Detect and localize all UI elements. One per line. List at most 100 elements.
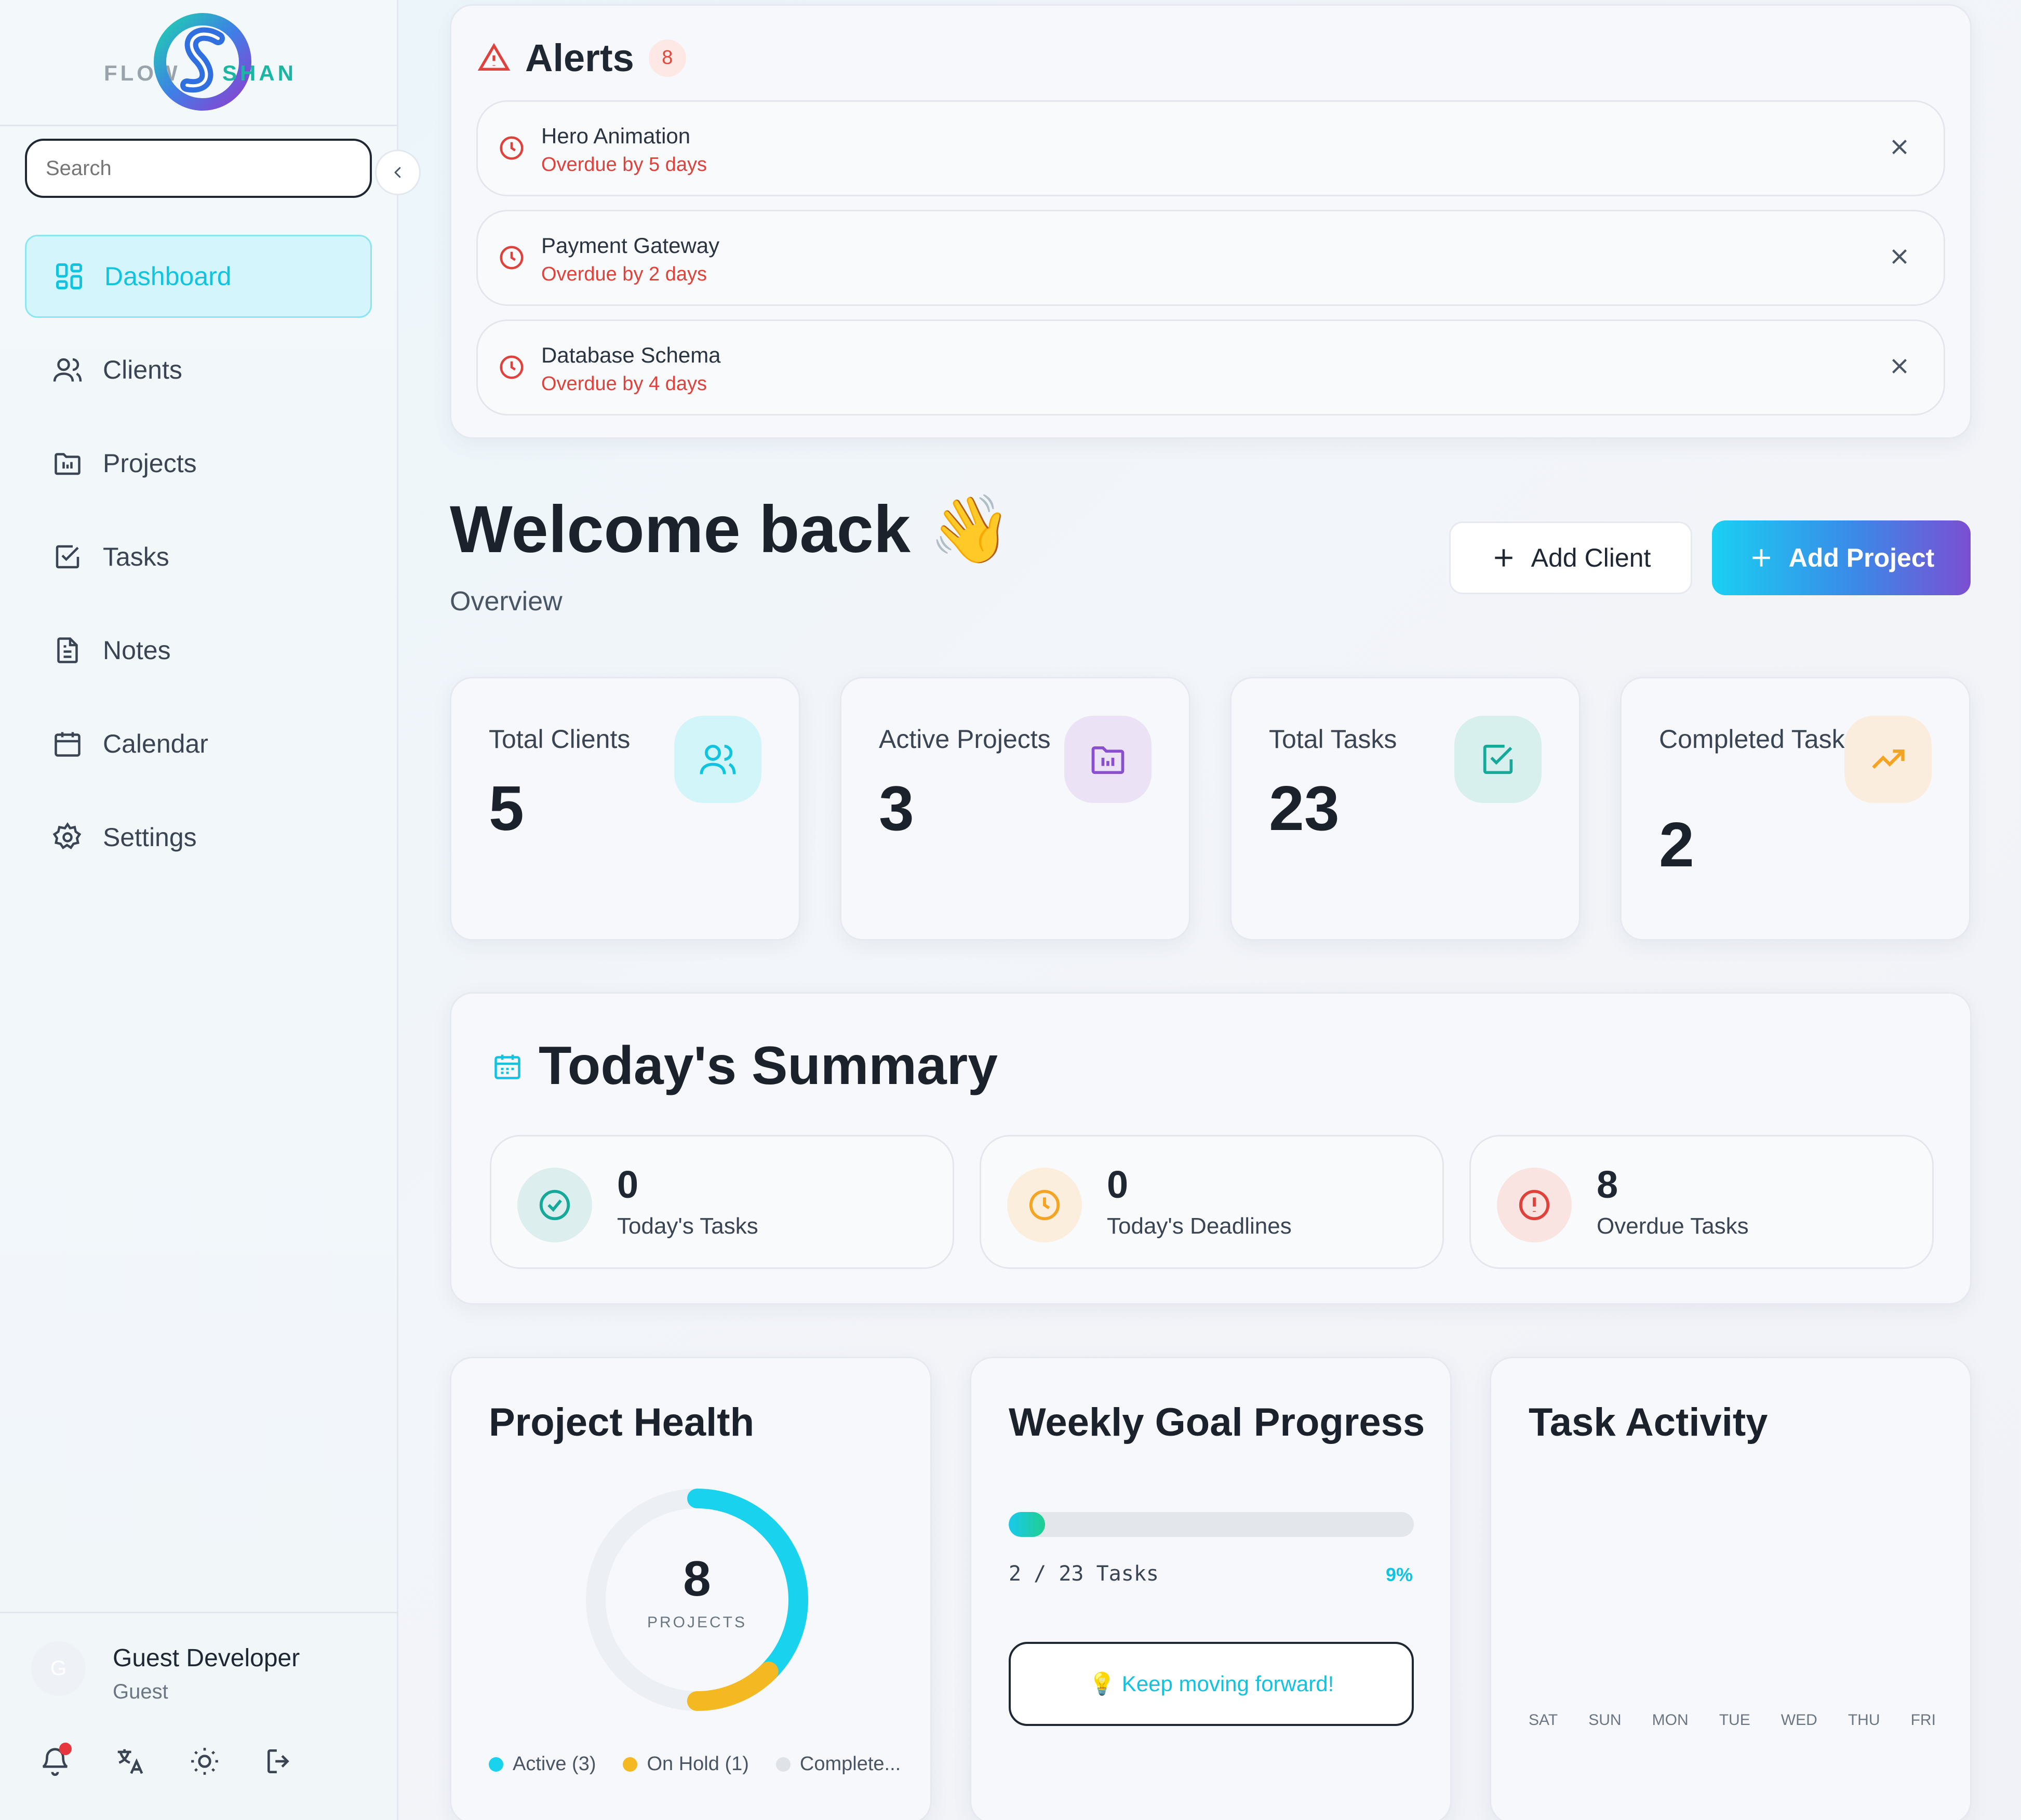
summary-todays-deadlines[interactable]: 0 Today's Deadlines xyxy=(980,1135,1444,1269)
add-project-button[interactable]: Add Project xyxy=(1712,520,1971,595)
legend-item-active: Active (3) xyxy=(489,1753,596,1775)
stat-icon-badge xyxy=(674,716,761,803)
summary-icon-badge xyxy=(1007,1168,1082,1242)
sidebar-item-settings[interactable]: Settings xyxy=(25,796,372,879)
sidebar-item-tasks[interactable]: Tasks xyxy=(25,515,372,598)
progress-text: 2 / 23 Tasks xyxy=(1009,1562,1159,1586)
sun-icon xyxy=(191,1748,218,1775)
user-role: Guest xyxy=(113,1680,168,1703)
add-client-label: Add Client xyxy=(1531,543,1651,572)
close-icon[interactable] xyxy=(1886,244,1912,270)
sidebar-item-calendar[interactable]: Calendar xyxy=(25,702,372,785)
clock-icon xyxy=(1029,1189,1060,1221)
sidebar-item-clients[interactable]: Clients xyxy=(25,328,372,411)
clock-icon xyxy=(500,136,524,160)
day-label: FRI xyxy=(1910,1711,1936,1729)
close-icon[interactable] xyxy=(1886,134,1912,160)
folder-icon xyxy=(55,453,81,475)
project-health-title: Project Health xyxy=(489,1400,755,1444)
summary-value: 8 xyxy=(1597,1163,1618,1206)
gear-icon xyxy=(52,822,82,850)
alert-item[interactable]: Hero Animation Overdue by 5 days xyxy=(476,100,1945,196)
day-label: SUN xyxy=(1588,1711,1622,1729)
theme-toggle-button[interactable] xyxy=(186,1743,223,1780)
search-input[interactable] xyxy=(25,139,372,198)
users-icon xyxy=(53,358,82,382)
summary-header: Today's Summary xyxy=(492,1035,998,1097)
summary-icon-badge xyxy=(517,1168,592,1242)
stat-value: 3 xyxy=(879,773,914,844)
legend-item-on-hold: On Hold (1) xyxy=(623,1753,749,1775)
translate-icon xyxy=(117,1749,143,1774)
stat-label: Total Tasks xyxy=(1269,725,1397,754)
weekly-goal-progress-bar xyxy=(1009,1512,1414,1537)
stat-value: 23 xyxy=(1269,773,1340,844)
summary-value: 0 xyxy=(617,1163,639,1206)
sidebar-item-projects[interactable]: Projects xyxy=(25,422,372,505)
alerts-header: Alerts 8 xyxy=(477,36,686,80)
stat-card-total-tasks: Total Tasks 23 xyxy=(1230,677,1581,941)
calendar-icon xyxy=(494,1054,520,1079)
sidebar-item-label: Settings xyxy=(103,823,197,852)
brand-right: SHAN xyxy=(222,61,297,85)
summary-value: 0 xyxy=(1107,1163,1129,1206)
alert-item[interactable]: Database Schema Overdue by 4 days xyxy=(476,319,1945,416)
sidebar-nav: Dashboard Clients Projects Tasks Notes C… xyxy=(25,235,372,889)
calendar-icon xyxy=(55,732,81,757)
stat-icon-badge xyxy=(1064,716,1152,803)
stat-icon-badge xyxy=(1844,716,1932,803)
summary-label: Overdue Tasks xyxy=(1597,1213,1749,1239)
close-icon[interactable] xyxy=(1886,353,1912,379)
alert-name: Payment Gateway xyxy=(541,233,720,258)
weekly-goal-panel: Weekly Goal Progress 2 / 23 Tasks 9% 💡 K… xyxy=(970,1357,1452,1820)
summary-todays-tasks[interactable]: 0 Today's Tasks xyxy=(490,1135,954,1269)
user-divider xyxy=(0,1612,398,1613)
document-icon xyxy=(57,637,78,663)
language-button[interactable] xyxy=(111,1743,149,1780)
brand-logo[interactable]: FLOW SHAN xyxy=(104,11,301,113)
user-name: Guest Developer xyxy=(113,1644,300,1672)
add-project-label: Add Project xyxy=(1788,543,1935,572)
day-label: TUE xyxy=(1719,1711,1750,1729)
donut-segment-1 xyxy=(586,1489,808,1711)
page-subtitle: Overview xyxy=(450,586,563,617)
donut-chart xyxy=(586,1489,808,1711)
day-label: SAT xyxy=(1529,1711,1558,1729)
sidebar-item-label: Clients xyxy=(103,355,182,384)
keep-moving-button[interactable]: 💡 Keep moving forward! xyxy=(1009,1642,1414,1726)
progress-percent: 9% xyxy=(1385,1564,1413,1585)
collapse-sidebar-button[interactable] xyxy=(375,150,421,195)
checkbox-icon xyxy=(56,545,79,569)
day-label: WED xyxy=(1781,1711,1817,1729)
donut-segment-0 xyxy=(586,1489,808,1711)
alert-status: Overdue by 5 days xyxy=(541,154,707,176)
alerts-panel: Alerts 8 Hero Animation Overdue by 5 day… xyxy=(450,4,1972,439)
sidebar-divider xyxy=(0,125,398,126)
sidebar-tools xyxy=(36,1743,298,1780)
notifications-button[interactable] xyxy=(36,1743,74,1780)
avatar[interactable]: G xyxy=(31,1641,86,1696)
summary-icon-badge xyxy=(1497,1168,1572,1242)
alert-circle-icon xyxy=(1519,1189,1550,1221)
stat-label: Completed Tasks xyxy=(1659,725,1858,754)
stat-card-completed-tasks: Completed Tasks 2 xyxy=(1620,677,1971,941)
project-health-panel: Project Health 8 PROJECTS Active (3) On … xyxy=(450,1357,932,1820)
stat-card-total-clients: Total Clients 5 xyxy=(450,677,800,941)
add-client-button[interactable]: Add Client xyxy=(1449,521,1692,594)
day-label: THU xyxy=(1848,1711,1880,1729)
checkbox-icon xyxy=(1483,744,1513,774)
alerts-title: Alerts xyxy=(525,36,634,79)
stat-label: Active Projects xyxy=(879,725,1051,754)
task-activity-panel: Task Activity SAT SUN MON TUE WED THU FR… xyxy=(1490,1357,1972,1820)
task-activity-title: Task Activity xyxy=(1529,1400,1768,1444)
sidebar-item-notes[interactable]: Notes xyxy=(25,609,372,692)
summary-overdue-tasks[interactable]: 8 Overdue Tasks xyxy=(1469,1135,1934,1269)
trending-up-icon xyxy=(1872,750,1905,769)
sidebar-item-dashboard[interactable]: Dashboard xyxy=(25,235,372,318)
logout-button[interactable] xyxy=(261,1743,298,1780)
alert-item[interactable]: Payment Gateway Overdue by 2 days xyxy=(476,210,1945,306)
plus-icon xyxy=(1494,549,1513,567)
sidebar-item-label: Tasks xyxy=(103,542,169,571)
clock-icon xyxy=(500,355,524,379)
sidebar-item-label: Dashboard xyxy=(104,262,232,291)
